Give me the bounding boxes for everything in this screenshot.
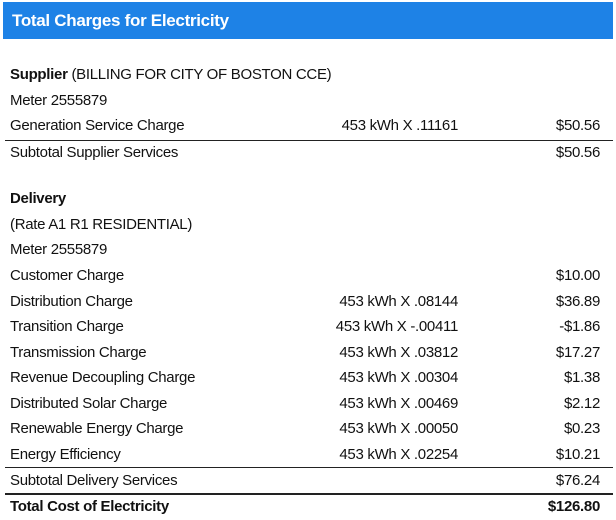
row-amount: $50.56 xyxy=(555,117,600,134)
rule xyxy=(5,467,613,468)
header-title: Total Charges for Electricity xyxy=(12,11,229,30)
row-label: Renewable Energy Charge xyxy=(10,420,184,437)
row-amount: $36.89 xyxy=(555,292,600,310)
row-amount: $10.00 xyxy=(555,267,600,284)
row-usage: 453 kWh X .11161 xyxy=(341,117,459,134)
row-amount: $0.23 xyxy=(563,420,600,437)
row-amount: $2.12 xyxy=(563,394,600,412)
row-label: Distribution Charge xyxy=(10,292,133,310)
row-amount: $1.38 xyxy=(563,369,600,386)
row-label: Generation Service Charge xyxy=(10,117,185,134)
row-label: Customer Charge xyxy=(10,267,124,284)
row-usage: 453 kWh X .00050 xyxy=(339,420,458,437)
row-amount: $76.24 xyxy=(555,472,600,489)
delivery-label: Delivery xyxy=(10,190,66,207)
row-amount: $10.21 xyxy=(555,445,600,463)
row-label: Energy Efficiency xyxy=(10,445,121,463)
row-usage: 453 kWh X .03812 xyxy=(339,343,458,361)
supplier-line: Supplier (BILLING FOR CITY OF BOSTON CCE… xyxy=(10,66,332,84)
delivery-meter: Meter 2555879 xyxy=(10,241,108,258)
row-usage: 453 kWh X .00304 xyxy=(339,369,458,386)
supplier-label: Supplier xyxy=(10,66,68,83)
row-usage: 453 kWh X -.00411 xyxy=(335,318,459,335)
header-bar: Total Charges for Electricity xyxy=(3,2,613,39)
row-amount: $50.56 xyxy=(555,144,600,161)
row-amount: -$1.86 xyxy=(559,318,600,335)
row-label: Transmission Charge xyxy=(10,343,147,361)
row-label: Revenue Decoupling Charge xyxy=(10,369,196,386)
delivery-rate: (Rate A1 R1 RESIDENTIAL) xyxy=(10,216,193,233)
supplier-name: (BILLING FOR CITY OF BOSTON CCE) xyxy=(71,66,332,83)
row-label: Transition Charge xyxy=(10,318,124,335)
row-label: Distributed Solar Charge xyxy=(10,394,168,412)
row-amount: $17.27 xyxy=(555,343,600,361)
row-usage: 453 kWh X .08144 xyxy=(339,292,458,310)
row-label: Subtotal Supplier Services xyxy=(10,144,179,161)
row-usage: 453 kWh X .00469 xyxy=(339,394,458,412)
supplier-meter: Meter 2555879 xyxy=(10,92,108,109)
row-amount: $126.80 xyxy=(547,498,600,515)
row-label: Total Cost of Electricity xyxy=(10,498,169,515)
rule xyxy=(5,140,613,141)
row-usage: 453 kWh X .02254 xyxy=(339,445,458,463)
rule xyxy=(5,493,613,495)
row-label: Subtotal Delivery Services xyxy=(10,472,178,489)
